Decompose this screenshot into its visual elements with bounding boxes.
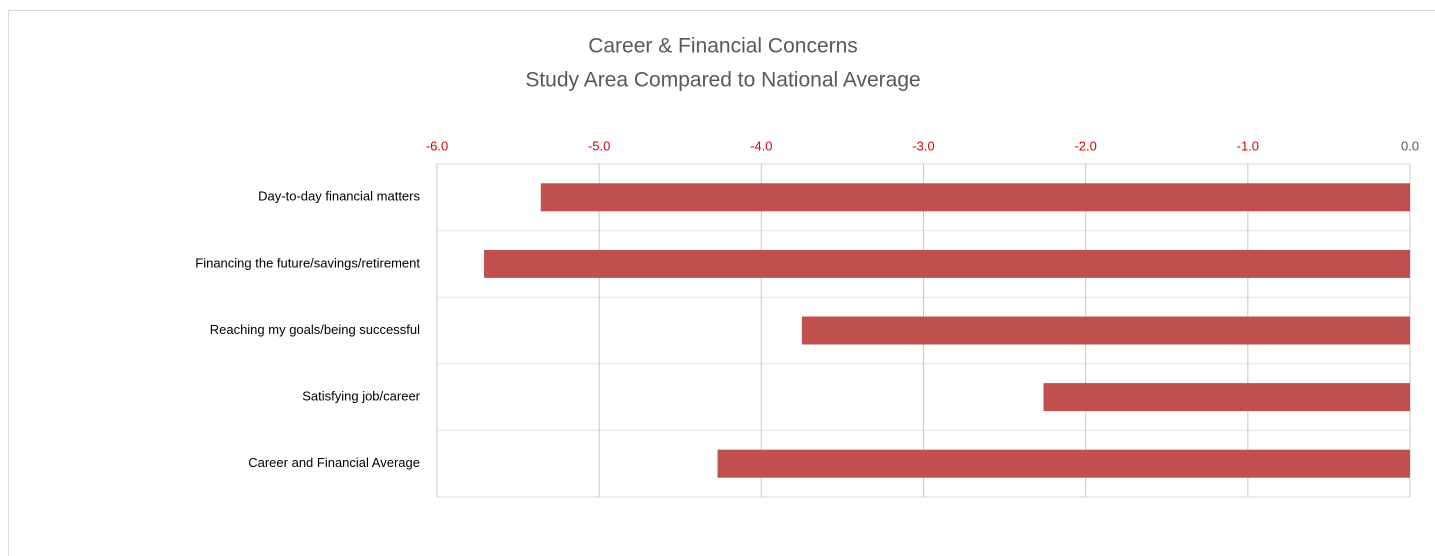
x-tick-label: -6.0: [426, 138, 448, 153]
x-tick-label: 0.0: [1401, 138, 1419, 153]
x-tick-label: -2.0: [1074, 138, 1096, 153]
bar: [1043, 383, 1410, 412]
bar: [717, 449, 1410, 478]
bar: [484, 249, 1410, 278]
bar: [801, 316, 1410, 345]
bar: [540, 183, 1410, 212]
x-tick-label: -3.0: [912, 138, 934, 153]
x-tick-label: -4.0: [750, 138, 772, 153]
y-tick-label: Career and Financial Average: [248, 455, 420, 470]
y-tick-label: Satisfying job/career: [302, 389, 420, 404]
x-tick-label: -1.0: [1237, 138, 1259, 153]
x-tick-label: -5.0: [588, 138, 610, 153]
y-tick-label: Reaching my goals/being successful: [210, 322, 420, 337]
chart-subtitle: Study Area Compared to National Average: [525, 69, 920, 92]
y-tick-label: Financing the future/savings/retirement: [195, 255, 420, 270]
y-tick-label: Day-to-day financial matters: [258, 189, 420, 204]
chart-title: Career & Financial Concerns: [588, 35, 858, 58]
